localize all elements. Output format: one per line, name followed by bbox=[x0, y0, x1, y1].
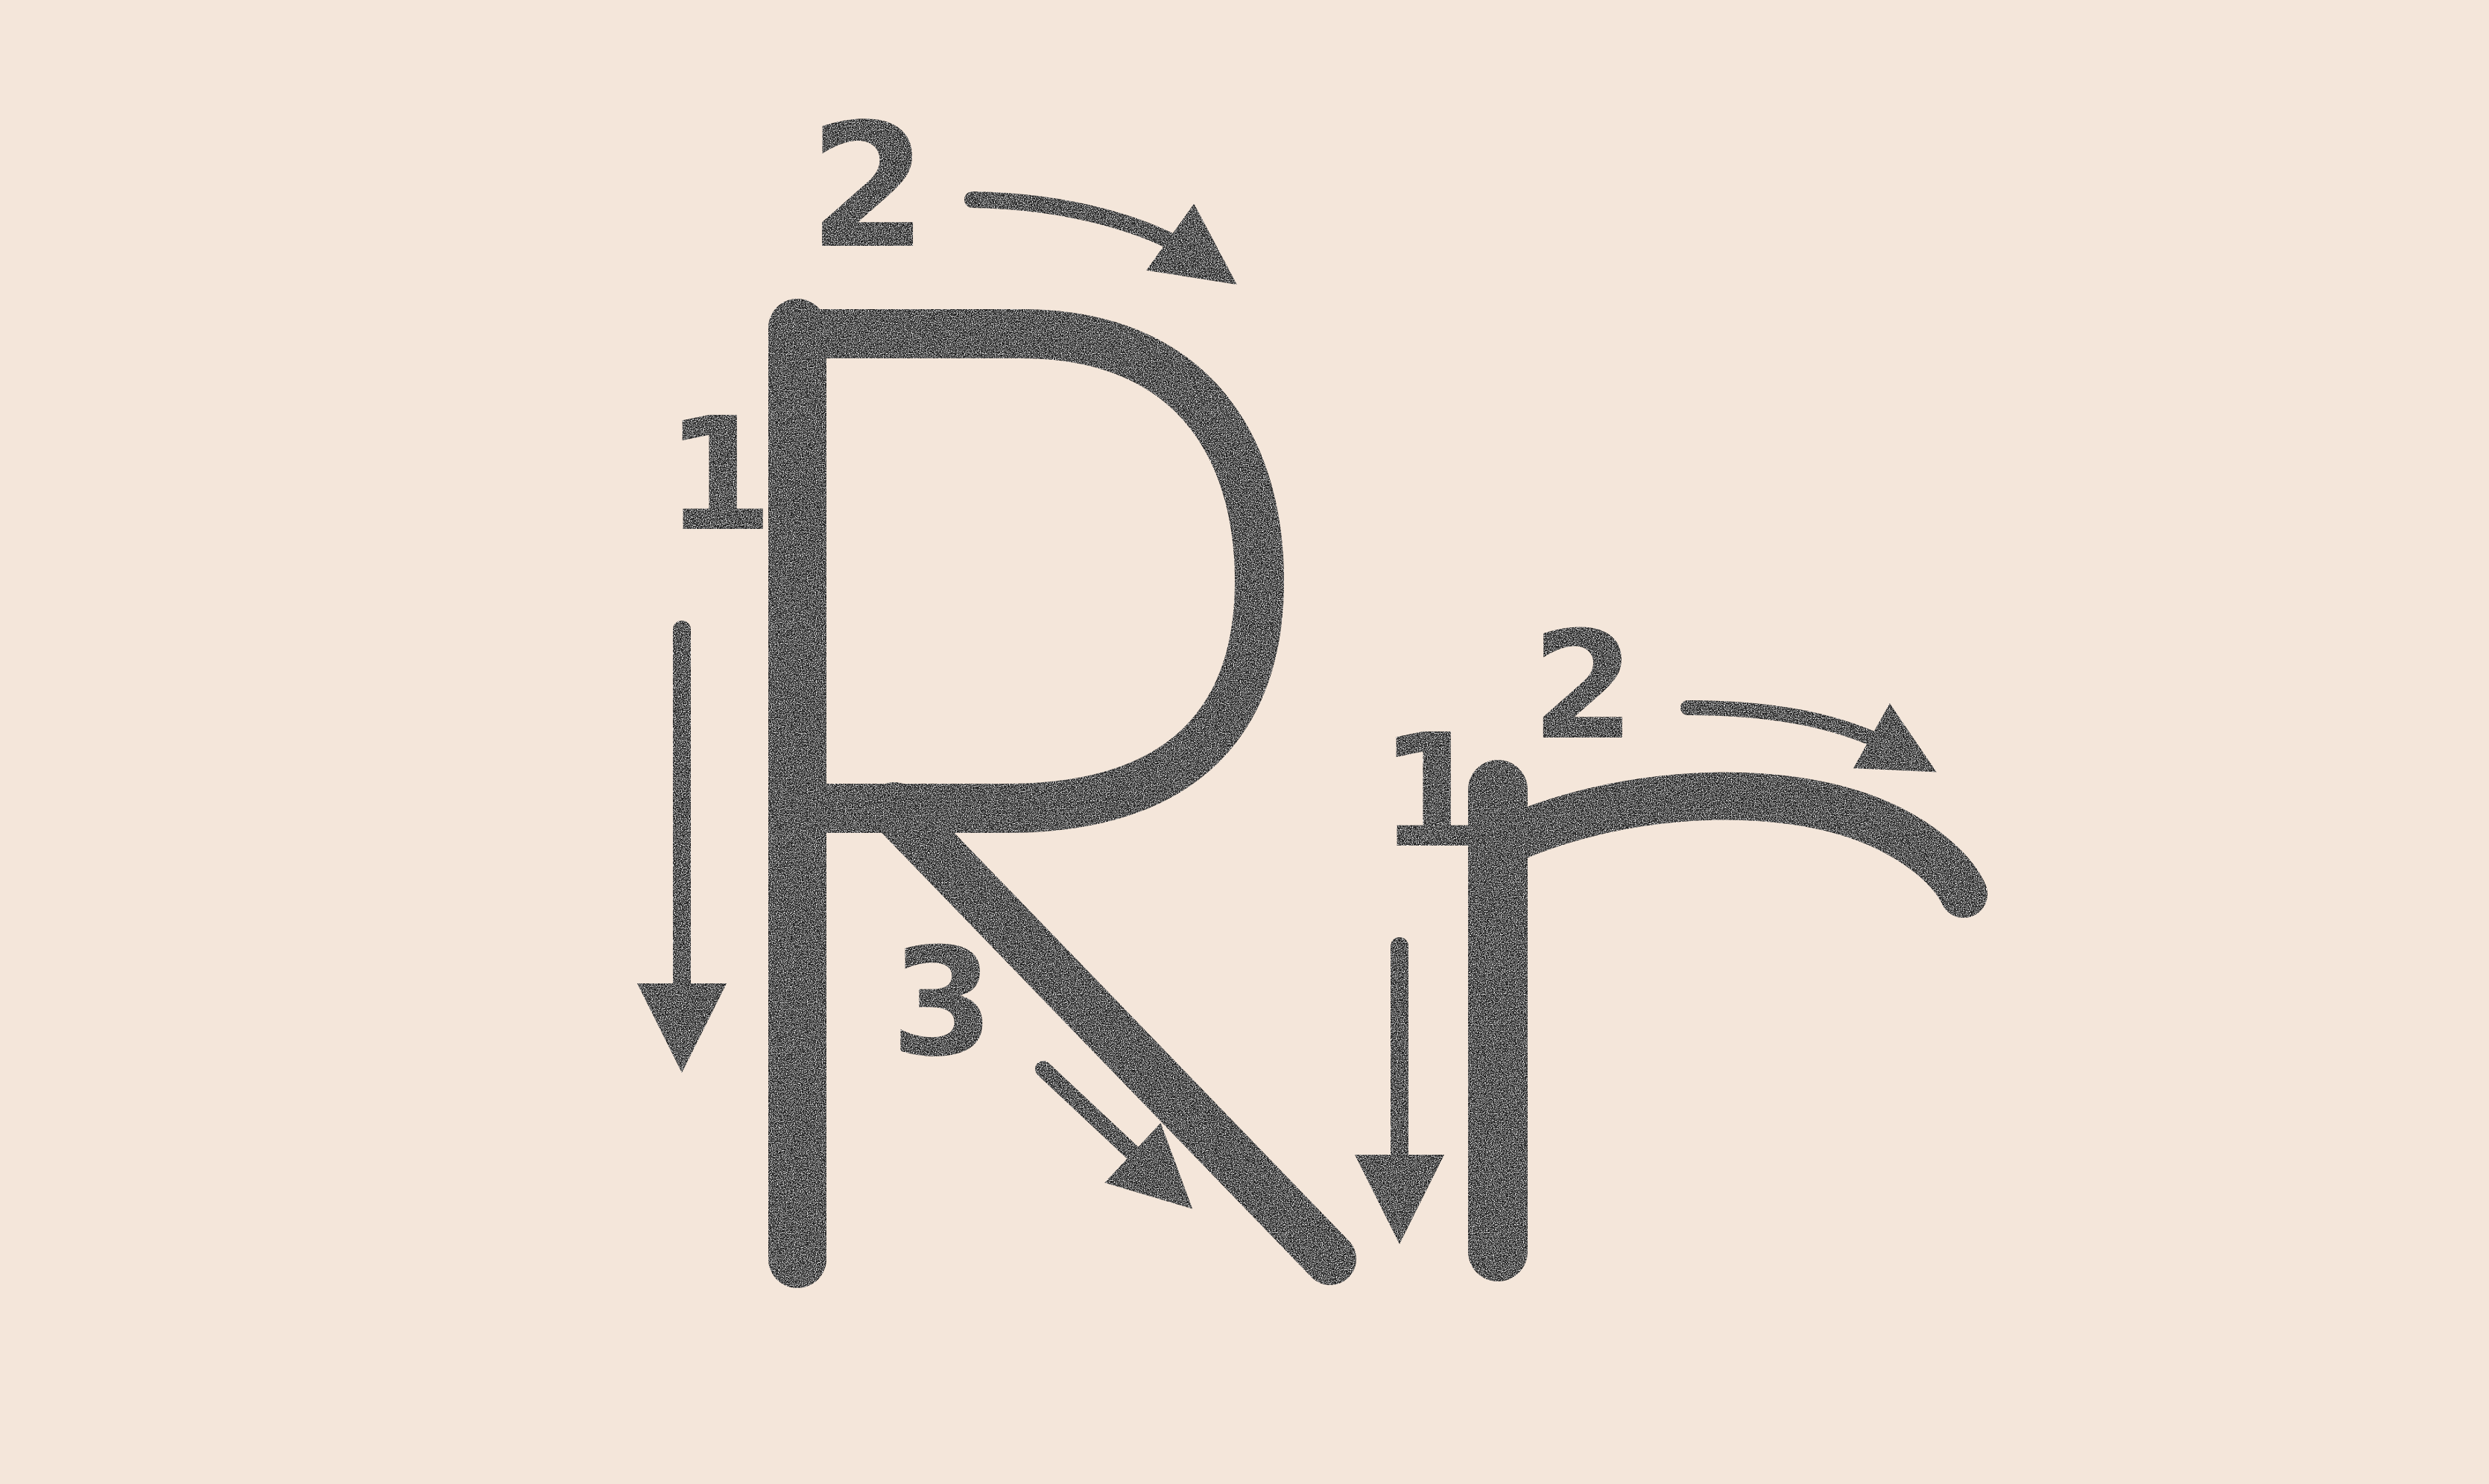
uppercase-stroke-3-indicator: 3 bbox=[891, 916, 1193, 1209]
uppercase-stroke-3-arrow bbox=[1035, 1061, 1193, 1209]
lowercase-r-letter bbox=[1468, 760, 1987, 1281]
uppercase-r-letter bbox=[768, 299, 1356, 1288]
lowercase-stroke-2-arrow bbox=[1680, 700, 1937, 773]
uppercase-stroke-3-number: 3 bbox=[891, 916, 994, 1090]
uppercase-stroke-2-number: 2 bbox=[809, 88, 928, 287]
uppercase-stroke-1-indicator: 1 bbox=[637, 384, 774, 1073]
lowercase-r-arch bbox=[1489, 772, 1987, 918]
uppercase-stroke-1-number: 1 bbox=[665, 384, 774, 566]
uppercase-stroke-2-indicator: 2 bbox=[809, 88, 1237, 287]
uppercase-stroke-2-arrow bbox=[964, 191, 1237, 285]
uppercase-r-leg bbox=[868, 782, 1356, 1285]
lowercase-stroke-1-indicator: 1 bbox=[1355, 700, 1487, 1244]
uppercase-r-bowl bbox=[773, 309, 1284, 833]
lowercase-stroke-2-number: 2 bbox=[1531, 600, 1635, 773]
lowercase-stroke-1-number: 1 bbox=[1379, 700, 1487, 883]
lowercase-stroke-2-indicator: 2 bbox=[1531, 600, 1937, 773]
